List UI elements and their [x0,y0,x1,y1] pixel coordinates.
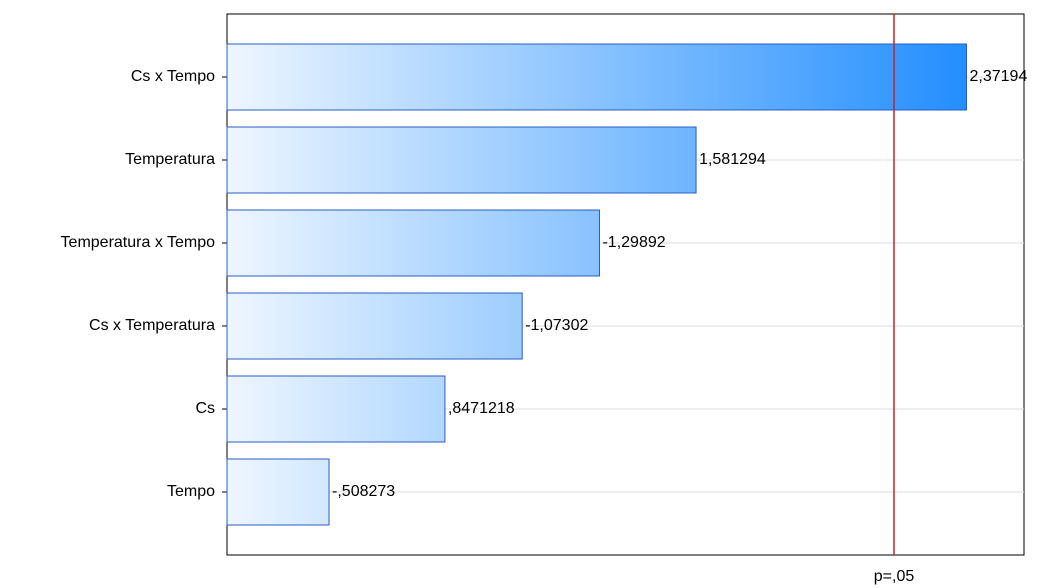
y-tick-label: Tempo [167,483,215,500]
value-label: 1,581294 [699,151,766,168]
value-label: -1,07302 [525,317,588,334]
reference-label: p=,05 [874,568,915,585]
value-label: -,508273 [332,483,395,500]
bar [226,43,968,111]
plot-frame [226,13,1025,556]
bar [226,292,523,360]
y-tick-label: Cs x Tempo [131,68,215,85]
y-tick-label: Cs [195,400,215,417]
y-tick-label: Temperatura [125,151,215,168]
bar [226,458,330,526]
bar [226,375,446,443]
bar [226,209,600,277]
value-label: ,8471218 [448,400,515,417]
value-label: 2,37194 [970,68,1028,85]
y-tick-label: Temperatura x Tempo [61,234,216,251]
bar [226,126,697,194]
value-label: -1,29892 [602,234,665,251]
y-tick-label: Cs x Temperatura [89,317,215,334]
